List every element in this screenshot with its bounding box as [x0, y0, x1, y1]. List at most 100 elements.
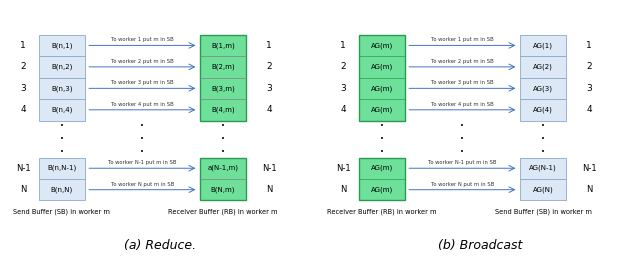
Text: N-1: N-1 [336, 164, 351, 173]
Text: B(n,1): B(n,1) [51, 42, 72, 49]
Bar [520, 179, 566, 201]
Text: •: • [60, 136, 64, 142]
Bar [520, 35, 566, 56]
Text: To worker 2 put m in SB: To worker 2 put m in SB [431, 59, 493, 64]
Text: N: N [586, 185, 592, 194]
Text: B(n,4): B(n,4) [51, 107, 72, 113]
Text: •: • [541, 149, 545, 155]
Text: To worker 3 put m in SB: To worker 3 put m in SB [111, 80, 173, 85]
Text: AG(3): AG(3) [533, 85, 553, 92]
Text: AG(m): AG(m) [371, 165, 393, 172]
Text: (b) Broadcast: (b) Broadcast [438, 238, 522, 251]
Text: Send Buffer (SB) in worker m: Send Buffer (SB) in worker m [495, 209, 591, 215]
Text: •: • [380, 123, 384, 129]
Text: •: • [380, 149, 384, 155]
Bar [520, 56, 566, 78]
Text: 4: 4 [340, 105, 346, 114]
Text: 1: 1 [20, 41, 26, 50]
Bar [38, 157, 84, 179]
Text: a(N-1,m): a(N-1,m) [207, 165, 239, 172]
Bar [200, 157, 246, 201]
Bar [520, 157, 566, 179]
Text: •: • [460, 149, 465, 155]
Text: To worker 3 put m in SB: To worker 3 put m in SB [431, 80, 493, 85]
Text: N: N [266, 185, 272, 194]
Text: •: • [221, 149, 225, 155]
Text: To worker 4 put m in SB: To worker 4 put m in SB [431, 102, 493, 107]
Text: B(n,2): B(n,2) [51, 64, 72, 70]
Text: •: • [380, 136, 384, 142]
Text: 2: 2 [266, 62, 272, 71]
Bar [358, 157, 404, 201]
Bar [520, 99, 566, 121]
Text: N: N [20, 185, 26, 194]
Text: •: • [140, 149, 145, 155]
Text: AG(m): AG(m) [371, 107, 393, 113]
Text: To worker N-1 put m in SB: To worker N-1 put m in SB [428, 160, 497, 165]
Text: 1: 1 [340, 41, 346, 50]
Text: AG(2): AG(2) [533, 64, 553, 70]
Text: Receiver Buffer (RB) in worker m: Receiver Buffer (RB) in worker m [168, 209, 278, 215]
Text: B(n,N): B(n,N) [51, 186, 73, 193]
Bar [200, 35, 246, 121]
Text: •: • [140, 136, 145, 142]
Text: 2: 2 [340, 62, 346, 71]
Text: AG(m): AG(m) [371, 42, 393, 49]
Text: B(2,m): B(2,m) [211, 64, 235, 70]
Text: AG(1): AG(1) [533, 42, 553, 49]
Text: 1: 1 [266, 41, 272, 50]
Text: To worker N put m in SB: To worker N put m in SB [431, 182, 494, 187]
Text: •: • [460, 123, 465, 129]
Text: AG(m): AG(m) [371, 85, 393, 92]
Text: 4: 4 [266, 105, 272, 114]
Text: To worker 1 put m in SB: To worker 1 put m in SB [431, 37, 493, 42]
Bar [358, 35, 404, 121]
Text: To worker 1 put m in SB: To worker 1 put m in SB [111, 37, 173, 42]
Text: AG(4): AG(4) [533, 107, 553, 113]
Text: AG(N-1): AG(N-1) [529, 165, 557, 172]
Text: •: • [541, 136, 545, 142]
Text: N-1: N-1 [262, 164, 276, 173]
Text: To worker N-1 put m in SB: To worker N-1 put m in SB [108, 160, 177, 165]
Text: 2: 2 [20, 62, 26, 71]
Bar [520, 78, 566, 99]
Text: •: • [221, 123, 225, 129]
Text: B(n,3): B(n,3) [51, 85, 72, 92]
Text: 4: 4 [586, 105, 592, 114]
Bar [38, 56, 84, 78]
Text: 3: 3 [266, 84, 272, 93]
Text: 3: 3 [586, 84, 592, 93]
Bar [38, 179, 84, 201]
Text: B(4,m): B(4,m) [211, 107, 235, 113]
Text: B(N,m): B(N,m) [211, 186, 236, 193]
Text: •: • [221, 136, 225, 142]
Bar [38, 78, 84, 99]
Text: Receiver Buffer (RB) in worker m: Receiver Buffer (RB) in worker m [327, 209, 436, 215]
Text: N: N [340, 185, 346, 194]
Text: •: • [460, 136, 465, 142]
Text: AG(m): AG(m) [371, 64, 393, 70]
Text: 1: 1 [586, 41, 592, 50]
Text: 4: 4 [20, 105, 26, 114]
Text: B(1,m): B(1,m) [211, 42, 235, 49]
Text: •: • [60, 123, 64, 129]
Text: To worker 4 put m in SB: To worker 4 put m in SB [111, 102, 173, 107]
Text: Send Buffer (SB) in worker m: Send Buffer (SB) in worker m [13, 209, 110, 215]
Text: 2: 2 [586, 62, 592, 71]
Text: N-1: N-1 [16, 164, 31, 173]
Text: •: • [541, 123, 545, 129]
Bar [38, 99, 84, 121]
Text: To worker 2 put m in SB: To worker 2 put m in SB [111, 59, 173, 64]
Text: 3: 3 [340, 84, 346, 93]
Text: •: • [140, 123, 145, 129]
Text: •: • [60, 149, 64, 155]
Text: N-1: N-1 [582, 164, 596, 173]
Text: B(3,m): B(3,m) [211, 85, 235, 92]
Text: AG(m): AG(m) [371, 186, 393, 193]
Text: 3: 3 [20, 84, 26, 93]
Bar [38, 35, 84, 56]
Text: To worker N put m in SB: To worker N put m in SB [111, 182, 174, 187]
Text: AG(N): AG(N) [532, 186, 554, 193]
Text: B(n,N-1): B(n,N-1) [47, 165, 76, 172]
Text: (a) Reduce.: (a) Reduce. [124, 238, 196, 251]
